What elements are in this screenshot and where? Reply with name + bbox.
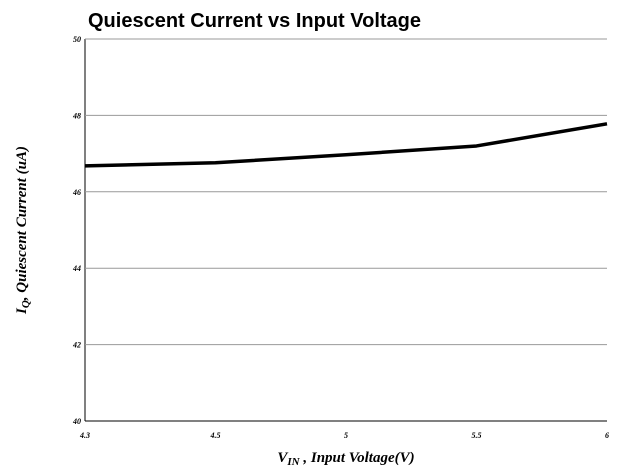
y-tick-label: 44 [72,264,81,273]
y-label-rest: , Quiescent Current (uA) [14,146,30,301]
x-axis-label: VIN , Input Voltage(V) [277,450,414,468]
y-label-sub: Q [20,300,32,308]
x-tick-label: 4.5 [210,431,221,440]
x-tick-label: 5.5 [472,431,482,440]
x-label-sub: IN [286,456,300,468]
x-tick-label: 4.3 [79,431,90,440]
chart-title: Quiescent Current vs Input Voltage [88,10,421,32]
y-tick-label: 48 [72,111,81,120]
y-tick-label: 46 [72,188,81,197]
x-tick-label: 5 [344,431,348,440]
y-label-main: I [14,307,30,315]
y-tick-label: 42 [72,341,81,350]
y-axis-label: IQ, Quiescent Current (uA) [14,146,32,315]
data-line [84,122,608,168]
y-tick-label: 40 [72,417,81,426]
x-tick-label: 6 [605,431,609,440]
x-label-rest: , Input Voltage(V) [300,450,415,466]
x-label-main: V [277,450,289,466]
y-tick-label: 50 [73,35,81,44]
